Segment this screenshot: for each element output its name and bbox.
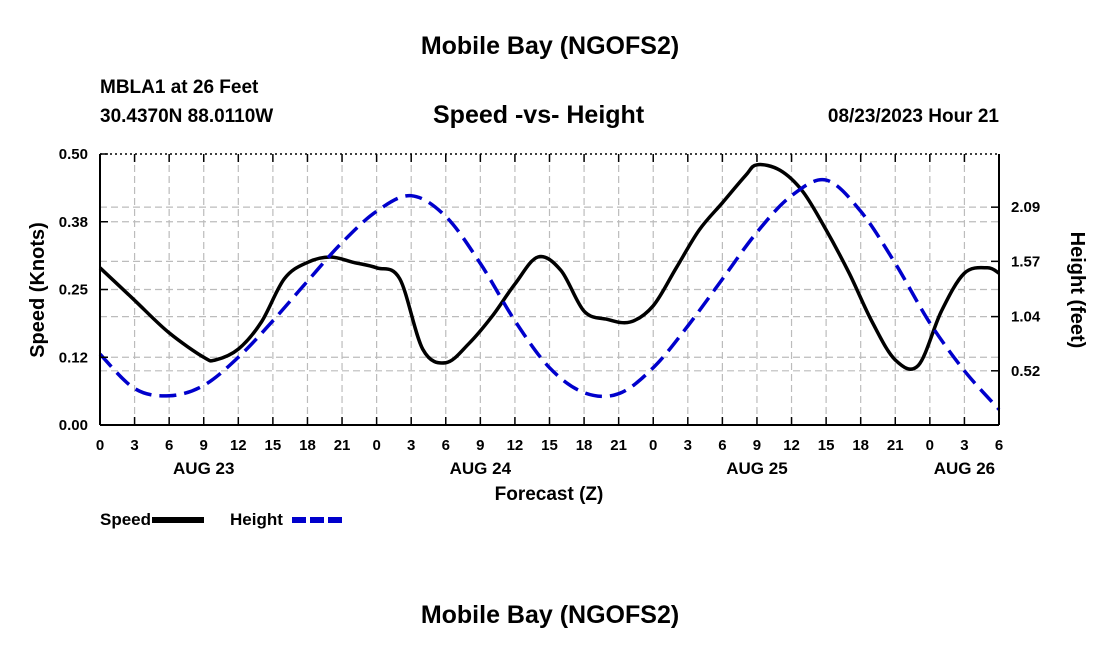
axis-labels: Speed (Knots) Height (feet) Forecast (Z) <box>27 222 1088 505</box>
x-tick-label: 15 <box>265 437 282 454</box>
x-tick-label: 3 <box>407 437 415 454</box>
x-date-label: AUG 25 <box>726 459 787 478</box>
x-tick-label: 18 <box>576 437 593 454</box>
station-label: MBLA1 at 26 Feet <box>100 77 259 98</box>
x-tick-label: 0 <box>926 437 934 454</box>
page-title: Mobile Bay (NGOFS2) <box>420 32 680 60</box>
legend: Speed Height <box>100 510 344 529</box>
y-tick-label: 0.12 <box>59 349 88 366</box>
x-tick-label: 6 <box>165 437 173 454</box>
forecast-timestamp: 08/23/2023 Hour 21 <box>827 106 999 127</box>
grid-lines <box>100 154 999 425</box>
x-tick-label: 12 <box>507 437 524 454</box>
y-tick-label: 0.38 <box>59 214 88 231</box>
y-axis-label: Speed (Knots) <box>27 222 49 358</box>
x-date-label: AUG 24 <box>450 459 512 478</box>
x-tick-label: 21 <box>610 437 627 454</box>
x-tick-label: 0 <box>372 437 380 454</box>
x-tick-label: 9 <box>753 437 761 454</box>
x-tick-label: 12 <box>230 437 247 454</box>
y2-axis-label: Height (feet) <box>1066 232 1088 349</box>
series-line-height <box>98 177 1001 411</box>
x-tick-label: 3 <box>960 437 968 454</box>
legend-label-height: Height <box>230 510 283 529</box>
x-tick-label: 9 <box>200 437 208 454</box>
x-tick-label: 15 <box>818 437 835 454</box>
y2-tick-label: 1.04 <box>1011 309 1041 326</box>
bottom-page-title: Mobile Bay (NGOFS2) <box>420 601 680 629</box>
x-tick-label: 12 <box>783 437 800 454</box>
x-date-label: AUG 26 <box>934 459 995 478</box>
x-tick-label: 6 <box>718 437 726 454</box>
x-tick-label: 0 <box>96 437 104 454</box>
x-tick-label: 15 <box>541 437 558 454</box>
x-tick-label: 21 <box>334 437 351 454</box>
axes: 0 3 6 9 12 15 18 21 0 3 6 9 12 15 18 21 0 3 6 9 12 15 18 21 0 3 6A… <box>59 146 1041 478</box>
x-tick-label: 0 <box>649 437 657 454</box>
y2-tick-label: 0.52 <box>1011 363 1040 380</box>
y-tick-label: 0.25 <box>59 282 88 299</box>
x-tick-label: 6 <box>442 437 450 454</box>
y2-tick-label: 2.09 <box>1011 199 1040 216</box>
x-tick-label: 18 <box>299 437 316 454</box>
y2-tick-label: 1.57 <box>1011 253 1040 270</box>
chart-title: Speed -vs- Height <box>433 101 645 129</box>
x-tick-label: 18 <box>852 437 869 454</box>
y-tick-label: 0.50 <box>59 146 88 163</box>
x-tick-label: 9 <box>476 437 484 454</box>
x-axis-label: Forecast (Z) <box>495 484 604 505</box>
y-tick-label: 0.00 <box>59 417 88 434</box>
x-tick-label: 3 <box>130 437 138 454</box>
series-line-speed <box>98 162 1000 371</box>
x-date-label: AUG 23 <box>173 459 234 478</box>
x-tick-label: 21 <box>887 437 904 454</box>
station-coordinates: 30.4370N 88.0110W <box>100 106 274 127</box>
series-lines <box>98 162 1001 411</box>
legend-label-speed: Speed <box>100 510 151 529</box>
x-tick-label: 6 <box>995 437 1003 454</box>
x-tick-label: 3 <box>684 437 692 454</box>
